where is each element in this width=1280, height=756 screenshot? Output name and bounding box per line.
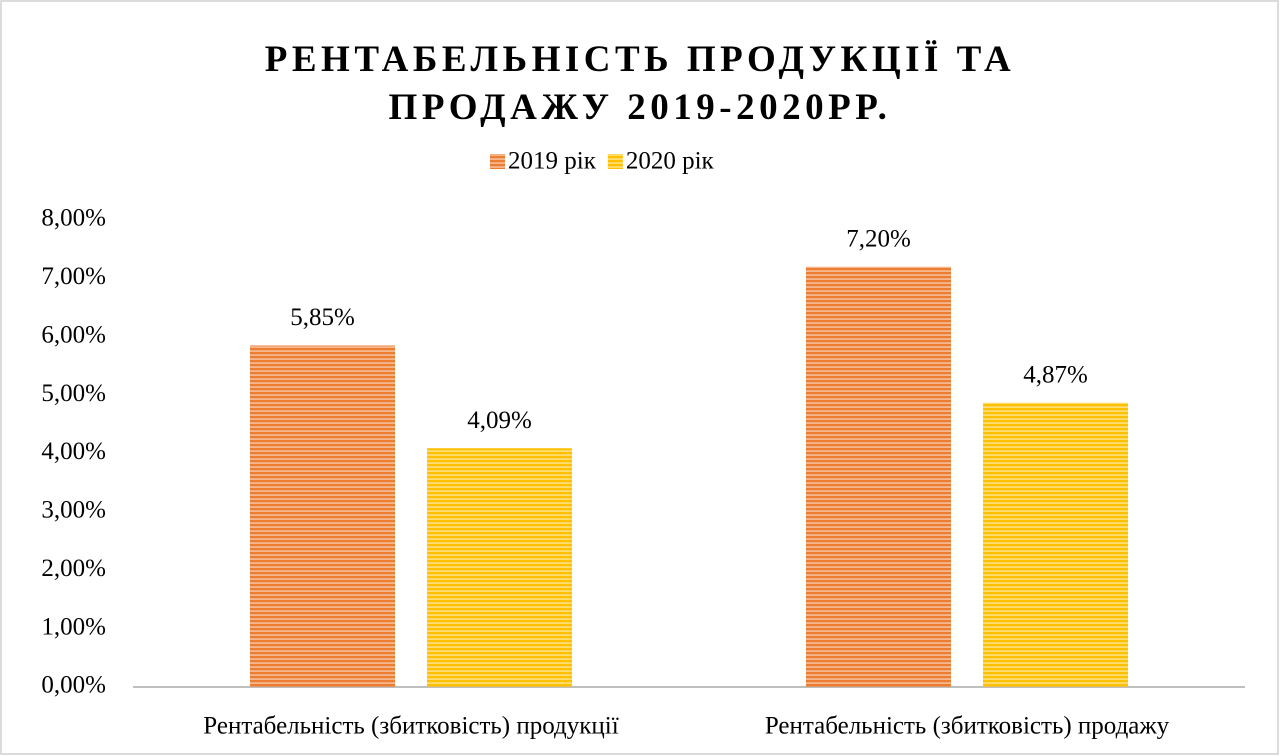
legend-label: 2020 рік [626, 148, 715, 175]
chart-title: РЕНТАБЕЛЬНІСТЬ ПРОДУКЦІЇ ТА ПРОДАЖУ 2019… [264, 39, 1016, 128]
bar [427, 448, 572, 687]
legend-swatch [490, 154, 505, 169]
data-label: 4,87% [1023, 361, 1088, 388]
legend-swatch [607, 154, 623, 169]
x-tick-label: Рентабельність (збитковість) продажу [765, 713, 1170, 740]
bar [250, 345, 395, 687]
bar [983, 402, 1128, 687]
legend-label: 2019 рік [508, 148, 597, 175]
y-tick-label: 4,00% [41, 438, 106, 465]
y-tick-label: 7,00% [41, 263, 106, 290]
y-tick-label: 3,00% [41, 497, 106, 524]
data-label: 4,09% [467, 407, 532, 434]
y-tick-label: 6,00% [41, 321, 106, 348]
data-label: 7,20% [846, 225, 911, 252]
y-tick-label: 0,00% [41, 672, 106, 699]
x-tick-label: Рентабельність (збитковість) продукції [203, 713, 618, 740]
data-label: 5,85% [290, 304, 355, 331]
bar [806, 266, 951, 687]
y-tick-label: 2,00% [41, 555, 106, 582]
y-tick-label: 1,00% [41, 613, 106, 640]
y-tick-label: 8,00% [41, 205, 106, 232]
y-tick-label: 5,00% [41, 380, 106, 407]
